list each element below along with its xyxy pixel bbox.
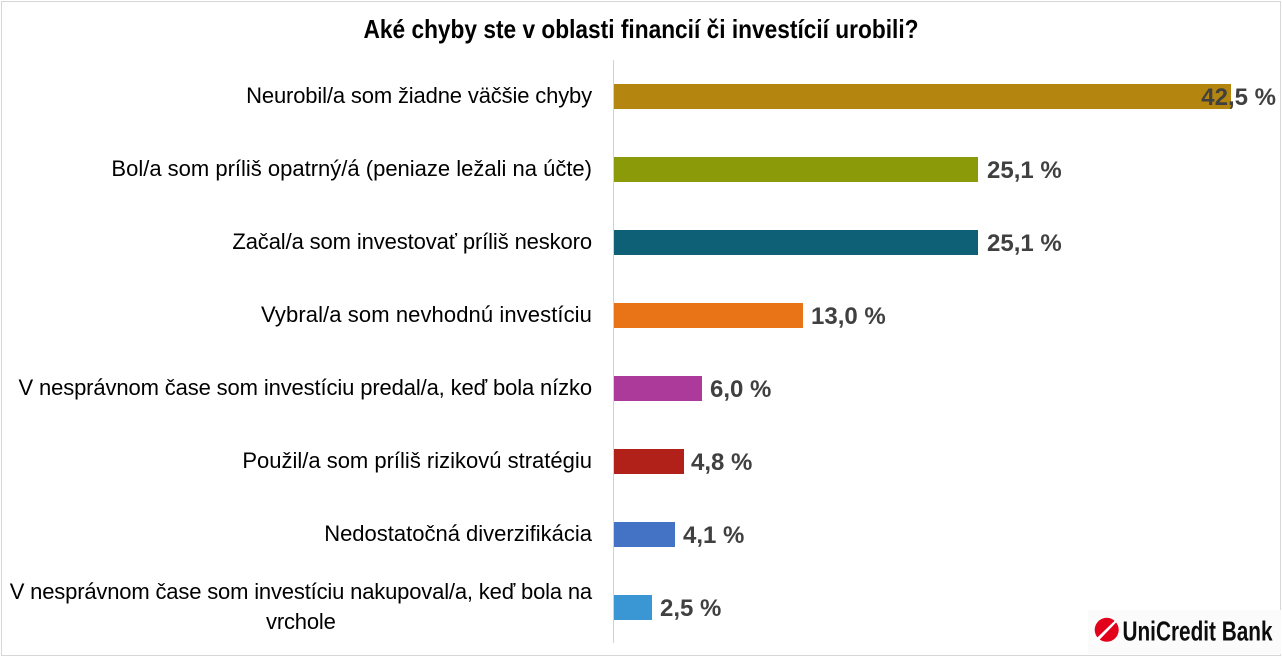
svg-text:UniCredit Bank: UniCredit Bank [1123,616,1274,647]
